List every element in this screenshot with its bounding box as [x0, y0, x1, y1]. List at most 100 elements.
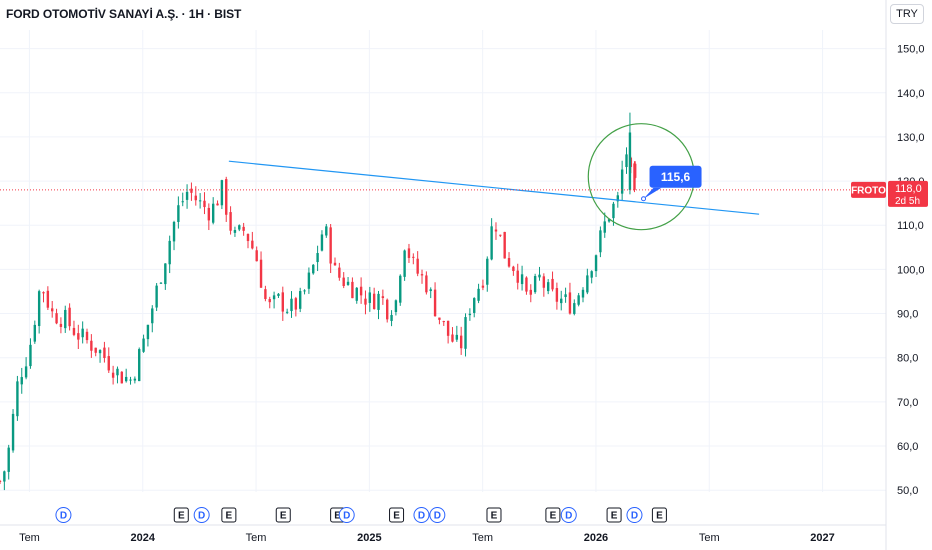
candle-body [281, 292, 284, 312]
candle-body [107, 356, 110, 371]
dividend-marker-label: D [565, 511, 572, 522]
candle-body [238, 225, 241, 230]
dividend-marker-label: D [60, 511, 67, 522]
candle-body [616, 195, 619, 202]
candle-body [560, 298, 563, 304]
candle-body [586, 275, 589, 293]
dividend-event-icon[interactable]: D [560, 507, 577, 523]
candle-body [599, 230, 602, 253]
candle-body [11, 413, 15, 451]
currency-button[interactable]: TRY [890, 4, 924, 24]
x-tick-label: Tem [246, 532, 267, 544]
trendline[interactable] [228, 160, 760, 215]
candle-body [355, 287, 358, 301]
candle-body [386, 299, 389, 320]
candle-body [442, 321, 445, 323]
candle-body [538, 274, 541, 278]
dividend-event-icon[interactable]: D [193, 507, 210, 523]
last-price-tag [888, 180, 928, 207]
candle-body [459, 335, 463, 349]
candle-body [55, 313, 58, 324]
candle-body [451, 334, 454, 342]
dividend-marker-label: D [198, 511, 205, 522]
countdown-label: 2d 5h [895, 196, 920, 207]
candle-body [573, 303, 576, 314]
candle-body [198, 200, 202, 202]
earnings-marker-label: E [178, 511, 185, 522]
candle-body [133, 378, 137, 381]
candle-body [37, 291, 41, 327]
candle-body [468, 313, 472, 316]
candle-body [159, 282, 163, 284]
earnings-event-icon[interactable]: E [173, 507, 189, 523]
candle-body [51, 308, 54, 312]
candle-body [246, 233, 250, 242]
candle-body [72, 327, 76, 335]
candle-body [481, 285, 485, 288]
candle-body [3, 471, 6, 482]
candle-body [364, 298, 367, 305]
earnings-marker-label: E [550, 511, 557, 522]
earnings-event-icon[interactable]: E [651, 507, 667, 523]
candle-body [59, 323, 63, 327]
candle-body [438, 317, 441, 320]
dividend-event-icon[interactable]: D [55, 507, 72, 523]
x-tick-label: 2025 [357, 532, 381, 544]
price-axis[interactable]: 50,060,070,080,090,0100,0110,0120,0130,0… [851, 0, 928, 550]
candle-body [394, 300, 398, 313]
candle-body [612, 203, 615, 219]
time-axis[interactable]: Tem 2024 Tem 2025 Tem 2026 Tem 2027 [0, 524, 886, 544]
candle-body [220, 180, 224, 206]
earnings-marker-label: E [226, 511, 233, 522]
candle-body [294, 298, 298, 310]
candle-body [473, 298, 476, 313]
dividend-event-icon[interactable]: D [626, 507, 643, 523]
candle-body [525, 277, 528, 292]
drawing-overlays: 115,6 [0, 123, 886, 231]
callout-box[interactable] [649, 165, 702, 188]
earnings-marker-label: E [611, 511, 618, 522]
earnings-event-icon[interactable]: E [221, 507, 237, 523]
candle-body [190, 188, 193, 193]
chart-title: FORD OTOMOTİV SANAYİ A.Ş. · 1H · BIST [6, 7, 242, 21]
candle-body [259, 259, 263, 288]
candle-body [325, 226, 328, 236]
candle-body [520, 274, 524, 285]
candle-body [620, 169, 624, 194]
candle-body [329, 227, 332, 264]
candle-body [312, 264, 315, 274]
dividend-event-icon[interactable]: D [413, 507, 430, 523]
earnings-marker [389, 507, 405, 523]
earnings-event-icon[interactable]: E [606, 507, 622, 523]
candle-body [546, 282, 550, 292]
y-tick-label: 130,0 [897, 132, 925, 144]
x-tick-label: 2026 [584, 532, 608, 544]
grid-lines [0, 30, 886, 492]
dividend-marker [413, 507, 430, 523]
callout-pointer [643, 187, 662, 199]
earnings-event-icon[interactable]: E [486, 507, 502, 523]
candle-body [381, 296, 385, 299]
earnings-event-icon[interactable]: E [275, 507, 291, 523]
candle-body [29, 344, 32, 367]
earnings-event-icon[interactable]: E [545, 507, 561, 523]
dividend-event-icon[interactable]: D [429, 507, 446, 523]
y-tick-label: 50,0 [897, 485, 918, 497]
candle-body [120, 371, 124, 384]
candle-body [568, 292, 572, 314]
dividend-marker-label: D [631, 511, 638, 522]
y-tick-label: 60,0 [897, 441, 918, 453]
earnings-marker-label: E [393, 511, 400, 522]
dividend-event-icon[interactable]: D [338, 507, 355, 523]
candle-body [390, 314, 393, 321]
candle-body [207, 207, 211, 221]
earnings-event-icon[interactable]: E [389, 507, 405, 523]
candle-body [203, 200, 206, 208]
candle-body [81, 328, 84, 338]
candle-body [24, 366, 28, 378]
candle-body [490, 226, 493, 260]
candle-body [42, 292, 45, 294]
candle-body [229, 212, 232, 231]
dividend-marker-label: D [343, 511, 350, 522]
